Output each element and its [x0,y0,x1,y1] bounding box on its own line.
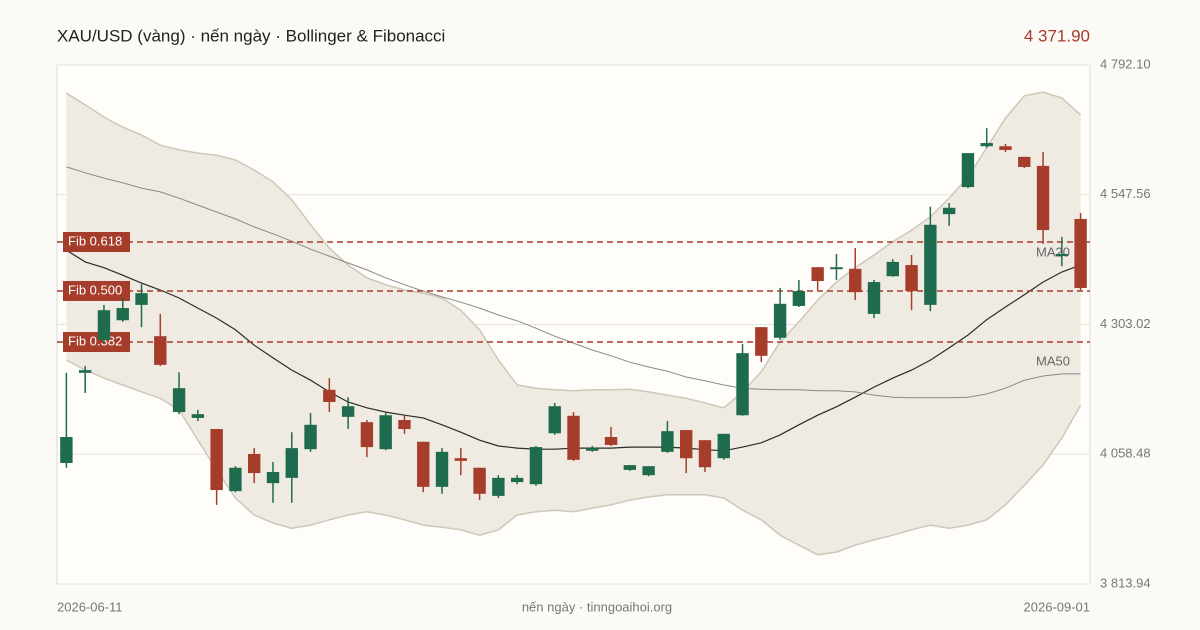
candle-body [191,414,205,418]
candle-body [792,291,806,306]
candle-body [1055,253,1069,257]
candle-body [698,440,712,468]
candle-body [379,415,392,450]
footer: nến ngày · tinngoaihoi.org [522,599,672,614]
ma-label: MA50 [1036,353,1070,368]
candle-body [97,310,111,340]
candle-body [999,146,1012,150]
fib-label-box [63,280,130,301]
candle-body [398,420,411,430]
candle-body [454,458,468,461]
candle-body [980,143,993,147]
candle-body [60,436,73,463]
x-tick-label: 2026-09-01 [1024,599,1091,614]
candle-body [210,429,223,491]
candle-body [679,430,693,459]
y-tick-label: 4 792.10 [1100,56,1151,71]
candle-body [360,422,374,448]
candle-body [942,207,956,215]
candle-body [435,451,449,487]
candle-body [849,268,862,293]
candle-body [773,303,787,338]
candle-body [135,293,148,305]
fib-label-box [63,332,130,353]
candle-body [642,466,655,476]
candle-body [78,370,92,373]
candle-body [1074,218,1087,288]
candle-body [229,467,242,492]
fib-label-box [63,232,130,253]
candle-body [886,261,899,277]
candle-body [811,267,824,282]
x-tick-label: 2026-06-11 [57,599,123,614]
candle-body [492,477,505,496]
candle-body [623,465,637,470]
last-price: 4 371.90 [1024,26,1090,45]
candle-body [905,265,918,292]
candle-body [248,453,261,474]
candle-body [341,406,355,417]
candle-body [661,431,674,452]
candle-body [867,282,881,314]
candle-body [116,308,129,321]
candle-body [548,406,561,434]
candle-body [285,448,298,478]
candle-body [473,467,486,494]
candle-body [567,415,580,460]
candle-body [717,433,730,459]
bollinger-upper [66,91,1082,409]
candle-body [510,477,524,483]
candle-body [323,389,336,402]
candle-body [604,436,618,445]
y-tick-label: 4 547.56 [1100,186,1151,201]
candle-body [755,327,768,356]
bollinger-band [66,92,1081,555]
candle-body [154,336,167,365]
candle-body [961,153,975,188]
candle-body [736,353,749,416]
chart-title: XAU/USD (vàng) · nến ngày · Bollinger & … [57,26,445,45]
candle-body [830,267,843,270]
candle-body [304,424,317,450]
candle-body [172,388,186,413]
candle-body [529,447,543,485]
ma-label: MA20 [1036,245,1070,260]
candle-body [1018,156,1031,167]
candle-body [1036,165,1050,231]
fib-label: Fib 0.618 [68,233,122,248]
y-tick-label: 4 058.48 [1100,446,1151,461]
candle-body [586,448,599,451]
bollinger-lower [66,359,1082,556]
y-tick-label: 3 813.94 [1100,575,1151,590]
candle-body [417,441,430,487]
fib-label: Fib 0.500 [68,282,122,297]
fib-label: Fib 0.382 [68,333,122,348]
candle-body [924,224,937,305]
y-tick-label: 4 303.02 [1100,316,1151,331]
candle-body [266,472,280,484]
ma-line [66,166,1081,399]
